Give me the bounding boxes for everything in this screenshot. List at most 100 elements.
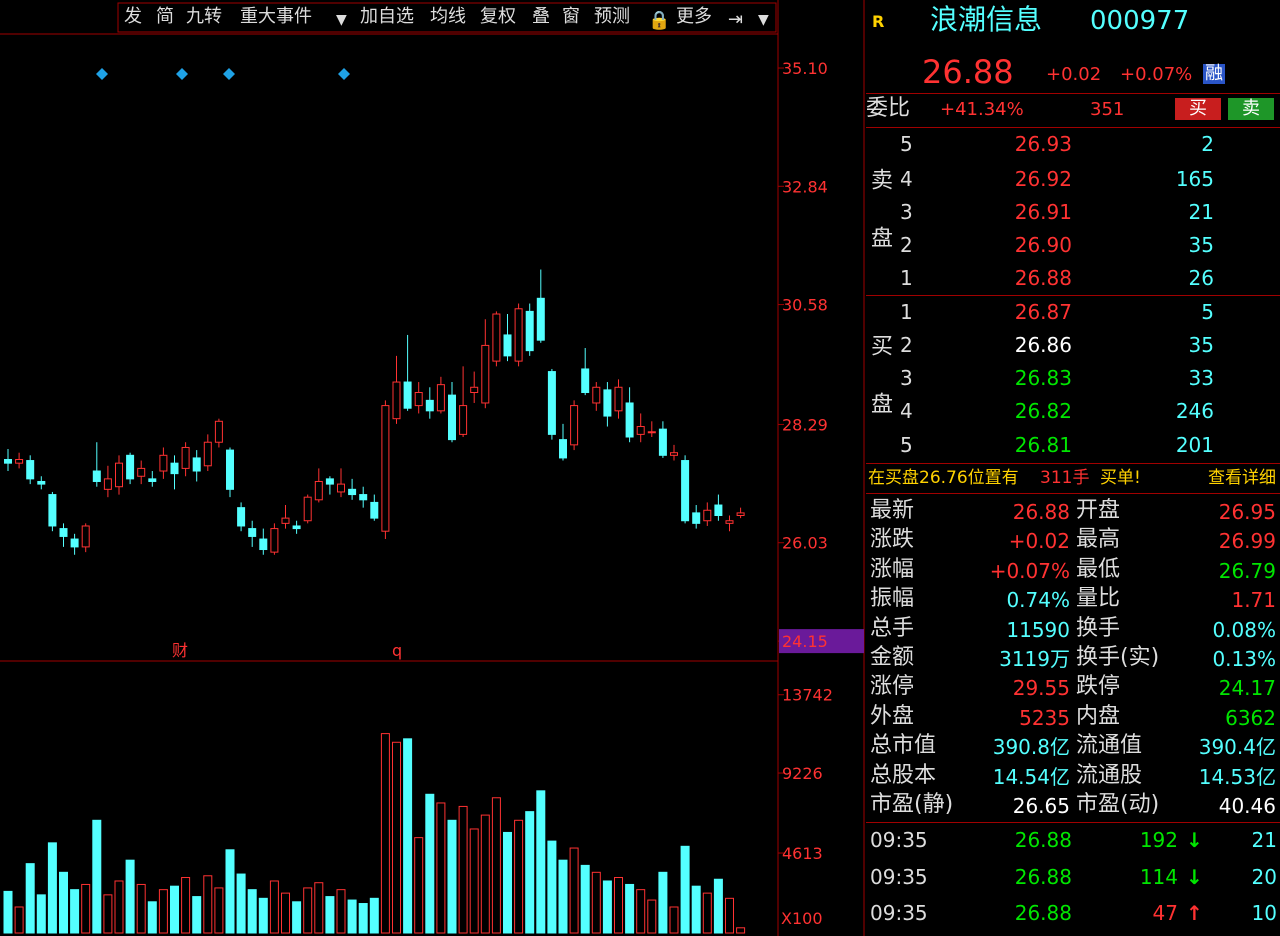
volume-bar bbox=[658, 871, 668, 934]
candle-body bbox=[48, 494, 57, 527]
candle-body bbox=[658, 428, 667, 456]
volume-bar bbox=[414, 837, 424, 934]
stat-value: 11590 bbox=[1006, 617, 1070, 642]
volume-bar bbox=[14, 906, 24, 934]
candle-body bbox=[425, 399, 434, 412]
volume-bar bbox=[503, 831, 512, 934]
candle-body bbox=[203, 441, 212, 467]
stat-label: 内盘 bbox=[1076, 703, 1121, 729]
y-tick-label: 35.10 bbox=[782, 59, 828, 78]
candle-body bbox=[292, 525, 301, 530]
buy-button[interactable]: 买 bbox=[1175, 98, 1221, 120]
y-tick-label: 9226 bbox=[782, 764, 823, 783]
level: 5 bbox=[900, 132, 913, 156]
stat-value: 0.74% bbox=[1006, 588, 1070, 613]
order-price: 26.86 bbox=[1014, 333, 1072, 357]
stat-label: 总市值 bbox=[870, 733, 937, 759]
volume-bar bbox=[336, 889, 346, 934]
stat-value: 0.08% bbox=[1212, 617, 1276, 642]
candle-body bbox=[536, 297, 545, 341]
banner-text: 在买盘26.76位置有 bbox=[868, 468, 1019, 488]
candle-body bbox=[103, 478, 112, 490]
stat-value: 6362 bbox=[1225, 705, 1276, 730]
candle-body bbox=[115, 462, 123, 488]
volume-bar bbox=[314, 882, 324, 934]
tick-time: 09:35 bbox=[870, 828, 928, 852]
candle-body bbox=[348, 488, 357, 496]
stat-label: 总手 bbox=[870, 615, 915, 641]
candle-body bbox=[281, 517, 290, 524]
candle-body bbox=[725, 520, 734, 524]
volume-bar bbox=[247, 889, 257, 934]
volume-bar bbox=[92, 819, 102, 934]
banner-link[interactable]: 查看详细 bbox=[1208, 468, 1276, 488]
order-volume: 201 bbox=[1175, 433, 1214, 457]
candle-body bbox=[414, 392, 423, 407]
y-tick-label: 26.03 bbox=[782, 534, 828, 553]
divider bbox=[866, 295, 1280, 296]
candle-body bbox=[581, 368, 590, 394]
candle-body bbox=[192, 457, 201, 472]
candle-body bbox=[359, 494, 368, 501]
toolbar-button: 叠 bbox=[532, 6, 550, 27]
volume-bar bbox=[70, 889, 80, 934]
tick-volume: 192 bbox=[1139, 828, 1178, 852]
volume-bar bbox=[458, 805, 468, 934]
banner-amount: 311手 bbox=[1040, 468, 1090, 488]
volume-bar bbox=[580, 864, 590, 934]
stat-value: 390.4亿 bbox=[1198, 735, 1276, 760]
sell-button[interactable]: 卖 bbox=[1228, 98, 1274, 120]
stock-code: 000977 bbox=[1090, 6, 1190, 36]
stat-value: 14.54亿 bbox=[992, 764, 1070, 789]
banner-suffix: 买单! bbox=[1100, 468, 1141, 488]
y-tick-label: 4613 bbox=[782, 844, 823, 863]
candle-body bbox=[248, 528, 257, 537]
order-price: 26.93 bbox=[1014, 132, 1072, 156]
volume-bar bbox=[392, 741, 401, 934]
tick-price: 26.88 bbox=[1014, 828, 1072, 852]
candle-body bbox=[503, 334, 512, 357]
volume-bar bbox=[225, 849, 235, 934]
candle-body bbox=[592, 386, 601, 404]
toolbar-button: 更多 bbox=[676, 6, 712, 27]
volume-bar bbox=[192, 896, 202, 934]
divider bbox=[866, 93, 1280, 94]
stat-value: 26.79 bbox=[1218, 558, 1276, 583]
stat-label: 振幅 bbox=[870, 586, 915, 612]
candle-body bbox=[670, 452, 678, 456]
candle-body bbox=[525, 310, 534, 352]
stat-label: 流通值 bbox=[1076, 733, 1143, 759]
order-volume: 246 bbox=[1175, 399, 1214, 423]
candle-body bbox=[237, 507, 246, 527]
volume-bar bbox=[591, 871, 601, 934]
volume-bar bbox=[47, 842, 57, 934]
candle-body bbox=[392, 381, 401, 420]
candle-body bbox=[692, 512, 701, 524]
candle-body bbox=[170, 462, 179, 475]
candle-body bbox=[270, 528, 279, 553]
level: 5 bbox=[900, 433, 913, 457]
divider bbox=[866, 822, 1280, 823]
divider bbox=[866, 493, 1280, 494]
candle-body bbox=[603, 389, 612, 417]
stat-label: 跌停 bbox=[1076, 674, 1121, 700]
candle-body bbox=[703, 509, 712, 522]
toolbar-button: 发 bbox=[124, 6, 142, 27]
stat-value: +0.02 bbox=[1008, 529, 1070, 554]
candle-body bbox=[70, 538, 79, 548]
order-price: 26.81 bbox=[1014, 433, 1072, 457]
volume-bar bbox=[203, 875, 213, 934]
sell-label: 卖盘 bbox=[867, 168, 892, 284]
tick-count: 21 bbox=[1251, 828, 1277, 852]
ratio: +41.34% bbox=[940, 99, 1024, 120]
ratio-label: 委比 bbox=[866, 96, 911, 121]
stat-value: 29.55 bbox=[1012, 676, 1070, 701]
annotation: 财 bbox=[172, 641, 188, 660]
divider bbox=[866, 463, 1280, 464]
divider bbox=[866, 127, 1280, 128]
level: 2 bbox=[900, 333, 913, 357]
tick-time: 09:35 bbox=[870, 864, 928, 889]
volume-bar bbox=[347, 899, 357, 934]
annotation: q bbox=[392, 641, 402, 660]
candle-body bbox=[381, 405, 390, 532]
